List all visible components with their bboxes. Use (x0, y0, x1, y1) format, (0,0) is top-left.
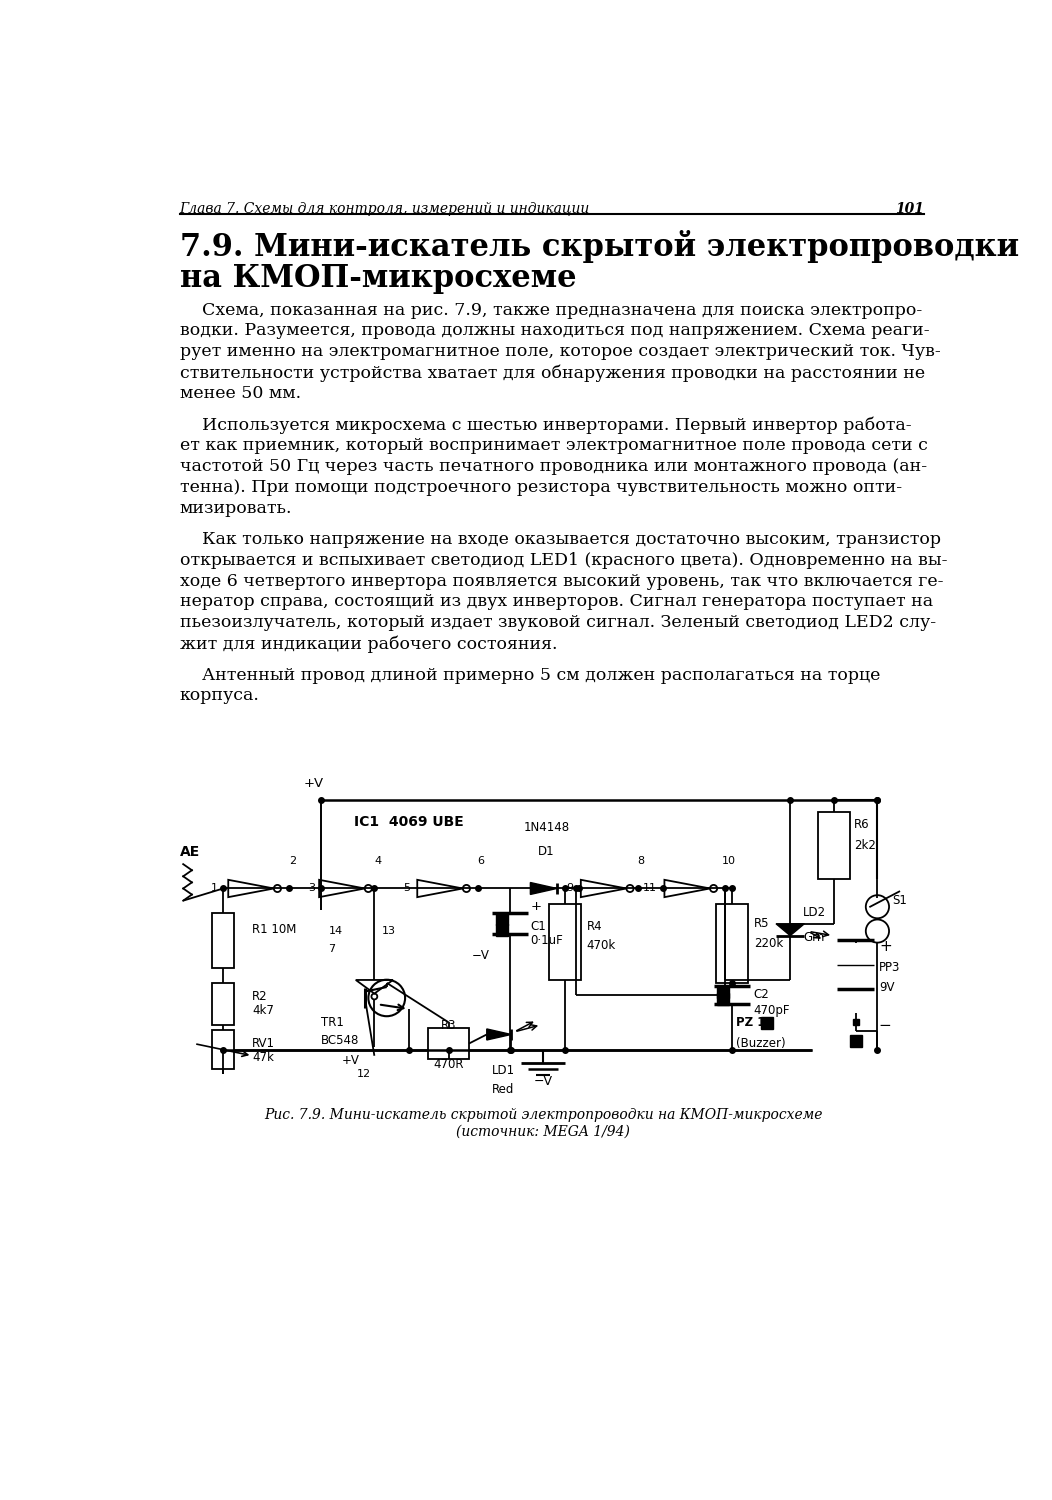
FancyBboxPatch shape (213, 1030, 235, 1069)
Text: менее 50 мм.: менее 50 мм. (180, 386, 301, 402)
Text: −: − (878, 1019, 892, 1034)
Text: мизировать.: мизировать. (180, 500, 292, 516)
Text: на КМОП-микросхеме: на КМОП-микросхеме (180, 262, 576, 294)
FancyBboxPatch shape (549, 903, 581, 980)
Text: 4k7: 4k7 (252, 1004, 275, 1017)
Text: 2k2: 2k2 (854, 840, 876, 852)
Polygon shape (487, 1029, 511, 1039)
Text: 47k: 47k (252, 1052, 275, 1064)
Text: Рис. 7.9. Мини-искатель скрытой электропроводки на КМОП-микросхеме: Рис. 7.9. Мини-искатель скрытой электроп… (264, 1108, 823, 1122)
Text: BC548: BC548 (321, 1034, 360, 1047)
Text: частотой 50 Гц через часть печатного проводника или монтажного провода (ан-: частотой 50 Гц через часть печатного про… (180, 458, 927, 476)
Text: пьезоизлучатель, который издает звуковой сигнал. Зеленый светодиод LED2 слу-: пьезоизлучатель, который издает звуковой… (180, 615, 935, 632)
Text: 14: 14 (328, 926, 343, 936)
FancyBboxPatch shape (817, 813, 850, 879)
Text: 13: 13 (382, 926, 396, 936)
Text: Антенный провод длиной примерно 5 см должен располагаться на торце: Антенный провод длиной примерно 5 см дол… (180, 666, 879, 684)
Text: 220k: 220k (754, 936, 783, 950)
Text: 1N4148: 1N4148 (524, 821, 570, 834)
Text: 8: 8 (638, 856, 645, 865)
Text: 12: 12 (357, 1070, 370, 1078)
Text: R1 10M: R1 10M (252, 922, 297, 936)
Text: ходе 6 четвертого инвертора появляется высокий уровень, так что включается ге-: ходе 6 четвертого инвертора появляется в… (180, 573, 943, 590)
FancyBboxPatch shape (213, 982, 235, 1026)
Text: −V: −V (533, 1076, 552, 1088)
Text: +: + (878, 939, 892, 954)
Text: R6: R6 (854, 818, 870, 831)
Text: 9: 9 (566, 884, 573, 894)
Text: Схема, показанная на рис. 7.9, также предназначена для поиска электропро-: Схема, показанная на рис. 7.9, также пре… (180, 302, 922, 318)
Text: 1: 1 (210, 884, 218, 894)
Text: 6: 6 (478, 856, 485, 865)
Text: LD2: LD2 (804, 906, 827, 920)
Text: 101: 101 (894, 201, 924, 216)
Text: 470R: 470R (433, 1059, 464, 1071)
Text: AE: AE (180, 844, 200, 859)
Text: Как только напряжение на входе оказывается достаточно высоким, транзистор: Как только напряжение на входе оказывает… (180, 531, 940, 548)
Text: IC1  4069 UBE: IC1 4069 UBE (355, 815, 464, 828)
Text: RV1: RV1 (252, 1036, 276, 1050)
Text: 9V: 9V (878, 981, 894, 994)
Text: PZ 1: PZ 1 (735, 1016, 765, 1029)
Text: R3: R3 (441, 1019, 457, 1032)
Polygon shape (530, 882, 557, 894)
Text: TR1: TR1 (321, 1016, 344, 1029)
Text: 7: 7 (328, 945, 336, 954)
Text: −V: −V (472, 950, 490, 962)
Text: ет как приемник, который воспринимает электромагнитное поле провода сети с: ет как приемник, который воспринимает эл… (180, 436, 928, 454)
Text: S1: S1 (892, 894, 907, 908)
Text: рует именно на электромагнитное поле, которое создает электрический ток. Чув-: рует именно на электромагнитное поле, ко… (180, 344, 940, 360)
Text: PP3: PP3 (878, 962, 901, 974)
Polygon shape (776, 924, 805, 936)
FancyBboxPatch shape (428, 1029, 469, 1059)
Text: Grn: Grn (804, 930, 825, 944)
Text: открывается и вспыхивает светодиод LED1 (красного цвета). Одновременно на вы-: открывается и вспыхивает светодиод LED1 … (180, 552, 947, 568)
Text: 0·1uF: 0·1uF (530, 933, 564, 946)
Text: (источник: MEGA 1/94): (источник: MEGA 1/94) (457, 1125, 630, 1138)
Text: C2: C2 (754, 988, 770, 1002)
Text: +V: +V (342, 1054, 360, 1066)
Text: R4: R4 (587, 920, 602, 933)
Text: 10: 10 (722, 856, 735, 865)
FancyBboxPatch shape (213, 914, 235, 968)
Text: 2: 2 (288, 856, 296, 865)
Text: 4: 4 (375, 856, 382, 865)
Text: 470k: 470k (587, 939, 615, 952)
Text: (Buzzer): (Buzzer) (735, 1036, 785, 1050)
Text: 7.9. Мини-искатель скрытой электропроводки: 7.9. Мини-искатель скрытой электропровод… (180, 230, 1018, 262)
Text: Используется микросхема с шестью инверторами. Первый инвертор работа-: Используется микросхема с шестью инверто… (180, 417, 911, 434)
Text: +V: +V (304, 777, 324, 790)
Text: C1: C1 (530, 920, 546, 933)
Text: D1: D1 (539, 846, 555, 858)
Text: водки. Разумеется, провода должны находиться под напряжением. Схема реаги-: водки. Разумеется, провода должны находи… (180, 322, 929, 339)
Text: ствительности устройства хватает для обнаружения проводки на расстоянии не: ствительности устройства хватает для обн… (180, 364, 925, 381)
Text: жит для индикации рабочего состояния.: жит для индикации рабочего состояния. (180, 634, 558, 652)
Text: LD1: LD1 (491, 1065, 514, 1077)
Text: R5: R5 (754, 916, 769, 930)
Text: 11: 11 (643, 884, 658, 894)
Text: Глава 7. Схемы для контроля, измерений и индикации: Глава 7. Схемы для контроля, измерений и… (180, 201, 590, 216)
Text: R2: R2 (252, 990, 268, 1004)
Text: +: + (530, 900, 542, 914)
Text: 470pF: 470pF (754, 1004, 790, 1017)
Text: нератор справа, состоящий из двух инверторов. Сигнал генератора поступает на: нератор справа, состоящий из двух инверт… (180, 594, 933, 610)
Text: 5: 5 (403, 884, 410, 894)
Text: тенна). При помощи подстроечного резистора чувствительность можно опти-: тенна). При помощи подстроечного резисто… (180, 478, 902, 496)
Text: Red: Red (492, 1083, 514, 1095)
Text: корпуса.: корпуса. (180, 687, 260, 705)
Text: 3: 3 (308, 884, 316, 894)
FancyBboxPatch shape (716, 903, 748, 983)
